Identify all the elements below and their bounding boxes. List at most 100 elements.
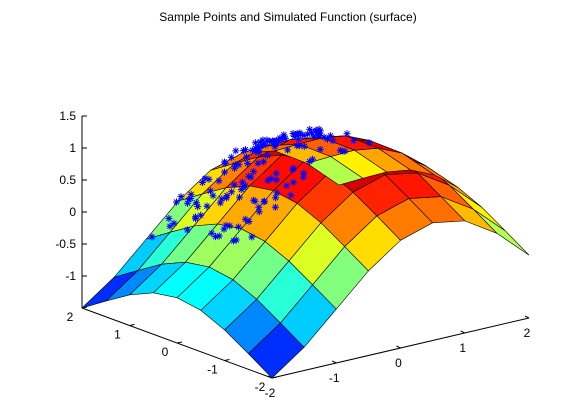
sample-point bbox=[320, 133, 328, 141]
sample-point bbox=[194, 203, 202, 211]
sample-point bbox=[272, 169, 280, 177]
asterisk-marker bbox=[194, 203, 202, 211]
sample-point bbox=[208, 229, 216, 237]
sample-point bbox=[260, 198, 268, 206]
sample-point bbox=[197, 211, 205, 219]
asterisk-marker bbox=[222, 221, 230, 229]
asterisk-marker bbox=[231, 164, 238, 172]
asterisk-marker bbox=[230, 237, 238, 245]
asterisk-marker bbox=[244, 159, 252, 167]
asterisk-marker bbox=[235, 161, 243, 169]
asterisk-marker bbox=[207, 187, 214, 195]
asterisk-marker bbox=[208, 229, 216, 237]
asterisk-marker bbox=[193, 199, 200, 207]
asterisk-marker bbox=[230, 181, 238, 189]
sample-point bbox=[177, 193, 185, 201]
sample-point bbox=[267, 175, 275, 183]
sample-point bbox=[316, 132, 324, 139]
asterisk-marker bbox=[177, 193, 185, 201]
sample-point bbox=[296, 129, 304, 137]
asterisk-marker bbox=[223, 192, 231, 200]
sample-point bbox=[295, 135, 303, 143]
sample-point bbox=[235, 223, 242, 231]
asterisk-marker bbox=[280, 133, 288, 141]
asterisk-marker bbox=[251, 139, 259, 147]
asterisk-marker bbox=[304, 130, 312, 138]
sample-point bbox=[240, 183, 248, 191]
sample-point bbox=[185, 195, 193, 203]
sample-point bbox=[293, 130, 301, 138]
sample-point bbox=[209, 192, 217, 200]
sample-point bbox=[290, 178, 297, 186]
asterisk-marker bbox=[262, 141, 270, 149]
asterisk-marker bbox=[312, 127, 320, 135]
asterisk-marker bbox=[245, 172, 253, 180]
asterisk-marker bbox=[316, 145, 324, 153]
sample-point bbox=[276, 134, 284, 142]
asterisk-marker bbox=[259, 136, 267, 144]
asterisk-marker bbox=[272, 169, 280, 177]
sample-point bbox=[257, 143, 264, 150]
surface bbox=[81, 135, 530, 379]
x-tick-label: 2 bbox=[524, 326, 531, 340]
asterisk-marker bbox=[197, 211, 205, 219]
asterisk-marker bbox=[243, 153, 250, 161]
sample-point bbox=[324, 135, 331, 143]
asterisk-marker bbox=[252, 145, 260, 153]
asterisk-marker bbox=[256, 138, 264, 146]
x-tick-label: -1 bbox=[329, 371, 340, 385]
sample-point bbox=[148, 233, 156, 241]
surface-patch bbox=[81, 270, 139, 309]
y-tick-mark bbox=[224, 359, 230, 361]
x-tick-label: 1 bbox=[459, 341, 466, 355]
x-tick-label: -2 bbox=[265, 386, 276, 400]
asterisk-marker bbox=[216, 199, 224, 207]
asterisk-marker bbox=[255, 203, 263, 211]
x-tick-label: 0 bbox=[395, 356, 402, 370]
sample-point bbox=[166, 222, 174, 230]
sample-point bbox=[236, 193, 243, 201]
asterisk-marker bbox=[241, 215, 249, 223]
asterisk-marker bbox=[306, 158, 314, 165]
asterisk-marker bbox=[187, 195, 195, 202]
asterisk-marker bbox=[350, 137, 358, 144]
asterisk-marker bbox=[220, 225, 228, 233]
asterisk-marker bbox=[291, 131, 299, 139]
asterisk-marker bbox=[185, 195, 193, 203]
asterisk-marker bbox=[272, 137, 280, 145]
asterisk-marker bbox=[165, 215, 173, 222]
asterisk-marker bbox=[235, 223, 242, 231]
sample-point bbox=[255, 203, 263, 211]
asterisk-marker bbox=[310, 132, 318, 140]
asterisk-marker bbox=[263, 136, 271, 144]
asterisk-marker bbox=[247, 173, 255, 181]
sample-point bbox=[299, 173, 307, 181]
sample-point bbox=[244, 159, 252, 167]
sample-point bbox=[306, 125, 314, 133]
asterisk-marker bbox=[170, 219, 178, 227]
sample-point bbox=[343, 130, 351, 138]
asterisk-marker bbox=[209, 192, 217, 200]
asterisk-marker bbox=[257, 143, 264, 150]
asterisk-marker bbox=[215, 177, 223, 185]
asterisk-marker bbox=[271, 143, 279, 151]
asterisk-marker bbox=[254, 159, 262, 167]
sample-point bbox=[203, 202, 211, 210]
asterisk-marker bbox=[205, 175, 213, 183]
asterisk-marker bbox=[192, 213, 199, 221]
sample-point bbox=[273, 189, 281, 197]
sample-point bbox=[231, 164, 238, 172]
asterisk-marker bbox=[284, 146, 292, 154]
sample-point bbox=[222, 221, 230, 229]
asterisk-marker bbox=[308, 129, 315, 137]
sample-point bbox=[254, 159, 262, 167]
asterisk-marker bbox=[228, 188, 236, 196]
y-tick-label: 2 bbox=[67, 310, 74, 324]
sample-point bbox=[306, 158, 314, 165]
asterisk-marker bbox=[324, 135, 331, 143]
asterisk-marker bbox=[295, 135, 303, 143]
sample-point bbox=[262, 141, 270, 149]
sample-point bbox=[263, 151, 271, 159]
sample-point bbox=[240, 147, 247, 155]
